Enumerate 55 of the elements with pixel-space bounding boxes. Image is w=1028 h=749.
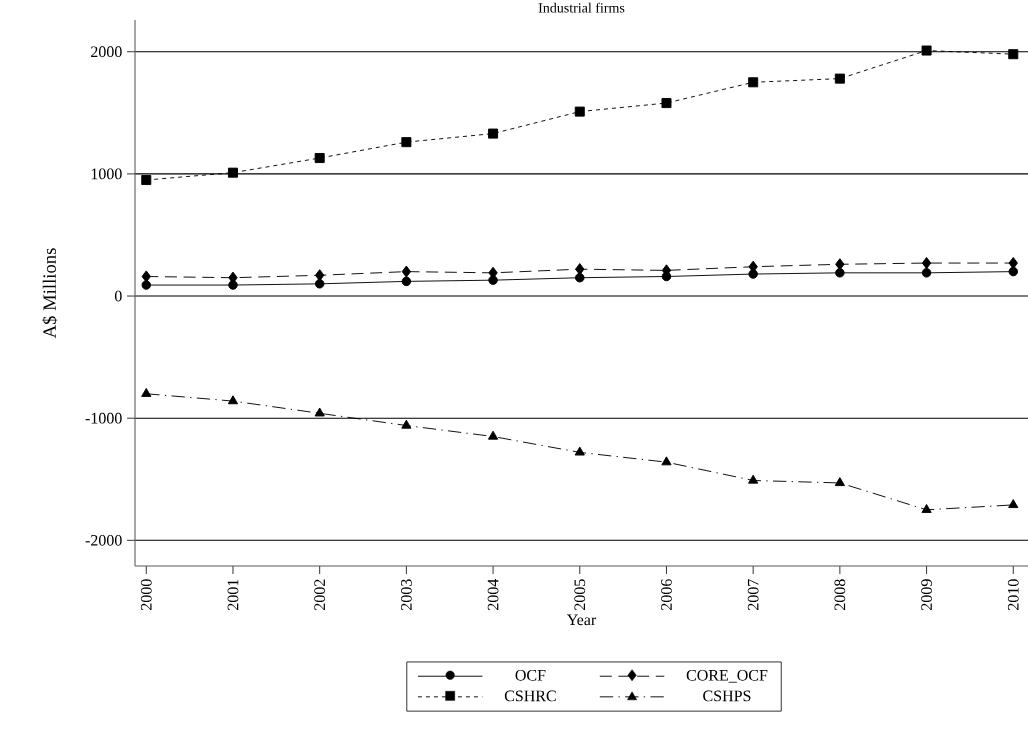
- x-tick-label: 2009: [921, 579, 932, 610]
- y-axis-title: A$ Millions: [42, 248, 58, 339]
- point: [661, 98, 672, 109]
- x-tick-label: 2002: [314, 579, 326, 610]
- point: [314, 279, 325, 289]
- point: [141, 280, 152, 290]
- x-tick-label: 2000: [140, 579, 152, 610]
- point: [921, 45, 932, 56]
- y-tick-label: -2000: [85, 534, 122, 546]
- x-tick-label: 2001: [227, 579, 239, 610]
- point: [661, 456, 672, 466]
- x-tick-label: 2006: [661, 579, 672, 610]
- point: [141, 387, 152, 397]
- point: [1008, 499, 1019, 509]
- y-tick-label: 0: [114, 290, 122, 302]
- x-tick-label: 2008: [834, 579, 846, 610]
- x-tick-label: 2010: [1007, 579, 1019, 610]
- x-tick-label: 2004: [487, 578, 499, 610]
- point: [401, 419, 412, 429]
- point: [1008, 266, 1018, 277]
- point: [574, 106, 585, 117]
- point: [401, 276, 412, 287]
- point: [748, 474, 759, 484]
- point: [575, 272, 585, 283]
- point: [748, 77, 759, 88]
- chart-title: Industrial firms: [538, 2, 625, 13]
- point: [314, 153, 325, 164]
- point: [921, 256, 932, 270]
- y-tick-label: 1000: [91, 168, 122, 180]
- point: [921, 268, 932, 278]
- point: [834, 73, 845, 84]
- point: [834, 477, 845, 487]
- y-tick-label: -1000: [85, 412, 122, 424]
- legend-label: CSHRC: [504, 690, 556, 702]
- x-tick-label: 2005: [574, 579, 586, 610]
- point: [401, 137, 412, 148]
- legend-label: CORE_OCF: [686, 669, 768, 683]
- x-axis-title: Year: [566, 614, 597, 626]
- point: [1008, 49, 1019, 60]
- point: [401, 265, 412, 278]
- point: [921, 504, 932, 513]
- point: [488, 128, 499, 139]
- point: [227, 395, 239, 405]
- point: [574, 446, 585, 456]
- point: [314, 407, 325, 417]
- point: [1008, 256, 1018, 270]
- text: CSHPS: [703, 690, 751, 702]
- point: [487, 430, 499, 440]
- point: [227, 167, 238, 178]
- point: [141, 175, 152, 185]
- x-tick-label: 2003: [400, 579, 412, 610]
- legend-label: OCF: [515, 669, 546, 681]
- y-tick-label: 2000: [91, 46, 122, 58]
- point: [835, 268, 845, 278]
- x-tick-label: 2007: [747, 579, 759, 610]
